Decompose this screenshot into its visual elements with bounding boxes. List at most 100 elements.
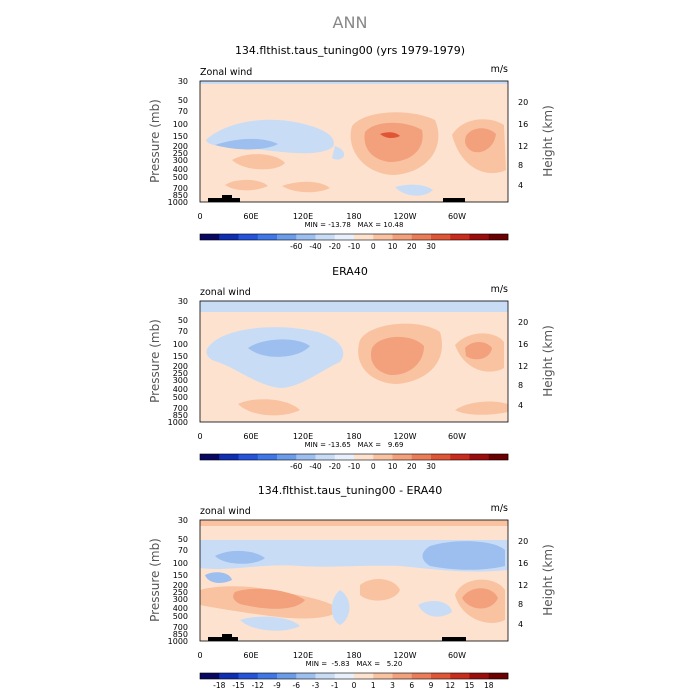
field-label: zonal wind	[200, 287, 251, 298]
colorbar-swatch	[469, 454, 490, 460]
colorbar-label: -12	[252, 681, 264, 690]
colorbar-swatch	[334, 234, 355, 240]
field-label: zonal wind	[200, 506, 251, 517]
colorbar-label: 3	[390, 681, 395, 690]
y-tick-label: 850	[173, 411, 188, 420]
colorbar-swatch	[469, 673, 490, 679]
y-tick-label: 150	[173, 132, 188, 141]
y-tick-label: 850	[173, 191, 188, 200]
x-tick-label: 120E	[293, 212, 313, 221]
colorbar-label: -60	[290, 242, 302, 251]
y-tick-label: 700	[173, 623, 188, 632]
colorbar-swatch	[200, 454, 220, 460]
colorbar-label: 10	[388, 462, 398, 471]
y-tick-label: 70	[178, 546, 188, 555]
height-tick-label: 4	[518, 620, 523, 629]
y-tick-label: 300	[173, 595, 188, 604]
y-tick-label: 200	[173, 362, 188, 371]
y-tick-label: 500	[173, 393, 188, 402]
colorbar-label: 1	[371, 681, 376, 690]
height-tick-label: 16	[518, 340, 528, 349]
colorbar-swatch	[334, 454, 355, 460]
colorbar-swatch	[277, 234, 297, 240]
height-tick-labels: 20 16 12 8 4	[518, 318, 528, 410]
colorbar-swatch	[411, 673, 432, 679]
colorbar-swatch	[315, 673, 336, 679]
colorbar-label: 0	[352, 681, 357, 690]
y-tick-labels: 30 50 70 100 150 200 250 300 400 500 700…	[168, 77, 188, 207]
y-tick-label: 30	[178, 77, 188, 86]
x-tick-label: 60W	[448, 651, 466, 660]
colorbar-swatch	[238, 673, 259, 679]
height-tick-labels: 20 16 12 8 4	[518, 98, 528, 190]
y-tick-label: 50	[178, 96, 188, 105]
field-label: Zonal wind	[200, 67, 252, 78]
right-axis-title: Height (km)	[541, 105, 555, 176]
colorbar-label: -20	[329, 462, 341, 471]
colorbar-swatch	[354, 673, 374, 679]
x-tick-label: 120W	[393, 651, 416, 660]
colorbar-swatch	[450, 673, 470, 679]
colorbar-swatch	[200, 673, 220, 679]
units-label: m/s	[491, 284, 508, 295]
y-tick-label: 100	[173, 340, 188, 349]
colorbar-frame	[199, 453, 509, 461]
min-max-stats: MIN = -5.83 MAX = 5.20	[306, 660, 403, 668]
colorbar-frame	[199, 233, 509, 241]
panel-difference: 134.flthist.taus_tuning00 - ERA40 zonal …	[148, 484, 555, 690]
y-tick-label: 300	[173, 156, 188, 165]
colorbar-label: -20	[329, 242, 341, 251]
x-tick-label: 120E	[293, 651, 313, 660]
x-tick-labels: 0 60E 120E 180 120W 60W	[197, 212, 466, 221]
y-tick-label: 700	[173, 404, 188, 413]
panel-title: ERA40	[332, 265, 368, 278]
y-tick-label: 50	[178, 535, 188, 544]
y-tick-label: 400	[173, 604, 188, 613]
height-tick-label: 12	[518, 142, 528, 151]
panel-model: 134.flthist.taus_tuning00 (yrs 1979-1979…	[148, 44, 555, 251]
colorbar-swatch	[257, 234, 278, 240]
y-tick-label: 100	[173, 559, 188, 568]
y-tick-labels: 30 50 70 100 150 200 250 300 400 500 700…	[168, 297, 188, 427]
height-tick-label: 16	[518, 120, 528, 129]
y-tick-label: 250	[173, 588, 188, 597]
colorbar-label: 18	[484, 681, 494, 690]
panel-title: 134.flthist.taus_tuning00 - ERA40	[258, 484, 442, 497]
colorbar-label: 0	[371, 242, 376, 251]
x-tick-label: 0	[197, 651, 202, 660]
y-tick-label: 150	[173, 571, 188, 580]
colorbar-swatch	[450, 234, 470, 240]
colorbar-label: -10	[348, 242, 360, 251]
y-tick-labels: 30 50 70 100 150 200 250 300 400 500 700…	[168, 516, 188, 646]
contour-field	[200, 520, 508, 641]
colorbar-swatch	[315, 234, 336, 240]
height-tick-label: 12	[518, 581, 528, 590]
y-tick-label: 50	[178, 316, 188, 325]
colorbar-swatch	[296, 234, 316, 240]
y-tick-label: 300	[173, 376, 188, 385]
y-tick-label: 700	[173, 184, 188, 193]
height-tick-label: 20	[518, 318, 528, 327]
y-tick-label: 400	[173, 165, 188, 174]
colorbar-label: 30	[426, 242, 436, 251]
min-max-stats: MIN = -13.78 MAX = 10.48	[305, 221, 404, 229]
colorbar-label: -15	[232, 681, 244, 690]
y-tick-label: 70	[178, 107, 188, 116]
x-tick-label: 60E	[243, 212, 258, 221]
units-label: m/s	[491, 503, 508, 514]
colorbar-label: 10	[388, 242, 398, 251]
colorbar-swatch	[488, 454, 509, 460]
colorbar-label: -60	[290, 462, 302, 471]
colorbar-swatch	[411, 234, 432, 240]
x-tick-labels: 0 60E 120E 180 120W 60W	[197, 432, 466, 441]
colorbar-swatch	[373, 234, 393, 240]
y-tick-label: 500	[173, 612, 188, 621]
colorbar-frame	[199, 672, 509, 680]
x-tick-label: 0	[197, 432, 202, 441]
colorbar-swatch	[257, 673, 278, 679]
x-tick-label: 180	[346, 432, 361, 441]
x-tick-label: 60E	[243, 432, 258, 441]
height-tick-label: 20	[518, 537, 528, 546]
height-tick-label: 8	[518, 600, 523, 609]
x-tick-label: 120W	[393, 432, 416, 441]
